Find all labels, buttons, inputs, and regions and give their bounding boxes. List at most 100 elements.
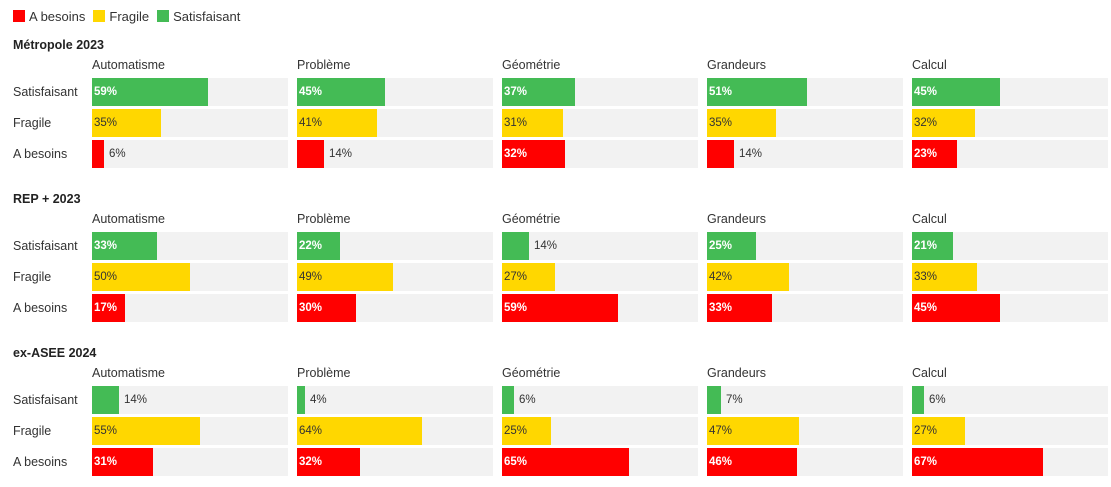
bar-satisfaisant-grandeurs[interactable] — [707, 78, 807, 106]
bar-fragile-calcul[interactable] — [912, 417, 965, 445]
bar-fragile-calcul[interactable] — [912, 263, 977, 291]
bar-track: 7% — [707, 386, 903, 414]
bar-value-label: 32% — [504, 148, 528, 160]
bar-fragile-automatisme[interactable] — [92, 263, 190, 291]
bar-satisfaisant-grandeurs[interactable] — [707, 232, 756, 260]
bar-track: 32% — [912, 109, 1108, 137]
bar-track: 33% — [707, 294, 903, 322]
bar-fragile-geometrie[interactable] — [502, 109, 563, 137]
row-label-a-besoins: A besoins — [13, 147, 68, 161]
bar-track: 25% — [502, 417, 698, 445]
legend-swatch — [157, 10, 170, 22]
bar-a-besoins-calcul[interactable] — [912, 140, 957, 168]
bar-value-label: 6% — [519, 394, 536, 406]
bar-track: 59% — [502, 294, 698, 322]
bar-value-label: 17% — [94, 302, 118, 314]
group-title: Métropole 2023 — [13, 38, 105, 52]
bar-track: 32% — [297, 448, 493, 476]
bar-fragile-probleme[interactable] — [297, 417, 422, 445]
bar-fragile-probleme[interactable] — [297, 109, 377, 137]
bar-value-label: 64% — [299, 425, 323, 437]
bar-value-label: 33% — [914, 271, 938, 283]
bar-a-besoins-automatisme[interactable] — [92, 294, 125, 322]
bar-track: 46% — [707, 448, 903, 476]
bar-satisfaisant-probleme[interactable] — [297, 232, 340, 260]
bar-value-label: 49% — [299, 271, 323, 283]
bar-satisfaisant-geometrie[interactable] — [502, 386, 514, 414]
bar-value-label: 33% — [94, 240, 118, 252]
legend-item-satisfaisant[interactable]: Satisfaisant — [157, 9, 240, 24]
bar-track: 21% — [912, 232, 1108, 260]
group-title: ex-ASEE 2024 — [13, 346, 97, 360]
bar-a-besoins-grandeurs[interactable] — [707, 294, 772, 322]
bar-a-besoins-calcul[interactable] — [912, 448, 1043, 476]
bar-satisfaisant-calcul[interactable] — [912, 78, 1000, 106]
bar-track: 45% — [912, 78, 1108, 106]
bar-value-label: 65% — [504, 456, 528, 468]
bar-value-label: 45% — [914, 302, 938, 314]
bar-satisfaisant-grandeurs[interactable] — [707, 386, 721, 414]
bar-a-besoins-probleme[interactable] — [297, 294, 356, 322]
bar-value-label: 41% — [299, 117, 323, 129]
bar-satisfaisant-automatisme[interactable] — [92, 232, 157, 260]
bar-value-label: 6% — [109, 148, 126, 160]
bar-fragile-probleme[interactable] — [297, 263, 393, 291]
legend-item-a-besoins[interactable]: A besoins — [13, 9, 85, 24]
bar-value-label: 6% — [929, 394, 946, 406]
bar-satisfaisant-geometrie[interactable] — [502, 78, 575, 106]
bar-satisfaisant-automatisme[interactable] — [92, 78, 208, 106]
column-header-probleme: Problème — [297, 366, 351, 380]
bar-track: 42% — [707, 263, 903, 291]
bar-satisfaisant-probleme[interactable] — [297, 78, 385, 106]
legend-swatch — [93, 10, 106, 22]
bar-value-label: 30% — [299, 302, 323, 314]
bar-a-besoins-probleme[interactable] — [297, 140, 324, 168]
bar-track: 51% — [707, 78, 903, 106]
bar-track: 32% — [502, 140, 698, 168]
group-title: REP + 2023 — [13, 192, 81, 206]
bar-fragile-geometrie[interactable] — [502, 263, 555, 291]
bar-value-label: 14% — [534, 240, 558, 252]
bar-a-besoins-probleme[interactable] — [297, 448, 360, 476]
legend-label: Fragile — [109, 8, 150, 24]
bar-value-label: 67% — [914, 456, 938, 468]
legend-item-fragile[interactable]: Fragile — [93, 9, 149, 24]
column-header-grandeurs: Grandeurs — [707, 366, 767, 380]
bar-a-besoins-calcul[interactable] — [912, 294, 1000, 322]
row-label-a-besoins: A besoins — [13, 455, 68, 469]
bar-value-label: 27% — [914, 425, 938, 437]
bar-fragile-geometrie[interactable] — [502, 417, 551, 445]
bar-satisfaisant-calcul[interactable] — [912, 386, 924, 414]
legend-swatch — [13, 10, 25, 22]
bar-track: 23% — [912, 140, 1108, 168]
bar-a-besoins-geometrie[interactable] — [502, 294, 618, 322]
row-label-satisfaisant: Satisfaisant — [13, 393, 78, 407]
bar-a-besoins-grandeurs[interactable] — [707, 140, 734, 168]
bar-satisfaisant-probleme[interactable] — [297, 386, 305, 414]
bar-a-besoins-automatisme[interactable] — [92, 448, 153, 476]
bar-fragile-grandeurs[interactable] — [707, 263, 789, 291]
bar-value-label: 46% — [709, 456, 733, 468]
bar-a-besoins-geometrie[interactable] — [502, 140, 565, 168]
bar-value-label: 22% — [299, 240, 323, 252]
bar-a-besoins-automatisme[interactable] — [92, 140, 104, 168]
bar-fragile-grandeurs[interactable] — [707, 109, 776, 137]
bar-fragile-automatisme[interactable] — [92, 109, 161, 137]
bar-fragile-calcul[interactable] — [912, 109, 975, 137]
bar-track: 22% — [297, 232, 493, 260]
column-header-automatisme: Automatisme — [92, 212, 165, 226]
bar-fragile-grandeurs[interactable] — [707, 417, 799, 445]
bar-track: 14% — [707, 140, 903, 168]
bar-satisfaisant-calcul[interactable] — [912, 232, 953, 260]
bar-a-besoins-geometrie[interactable] — [502, 448, 629, 476]
bar-satisfaisant-geometrie[interactable] — [502, 232, 529, 260]
bar-satisfaisant-automatisme[interactable] — [92, 386, 119, 414]
column-header-calcul: Calcul — [912, 58, 947, 72]
bar-fragile-automatisme[interactable] — [92, 417, 200, 445]
bar-value-label: 4% — [310, 394, 327, 406]
bar-track: 59% — [92, 78, 288, 106]
bar-a-besoins-grandeurs[interactable] — [707, 448, 797, 476]
bar-value-label: 7% — [726, 394, 743, 406]
bar-value-label: 31% — [94, 456, 118, 468]
bar-track: 65% — [502, 448, 698, 476]
